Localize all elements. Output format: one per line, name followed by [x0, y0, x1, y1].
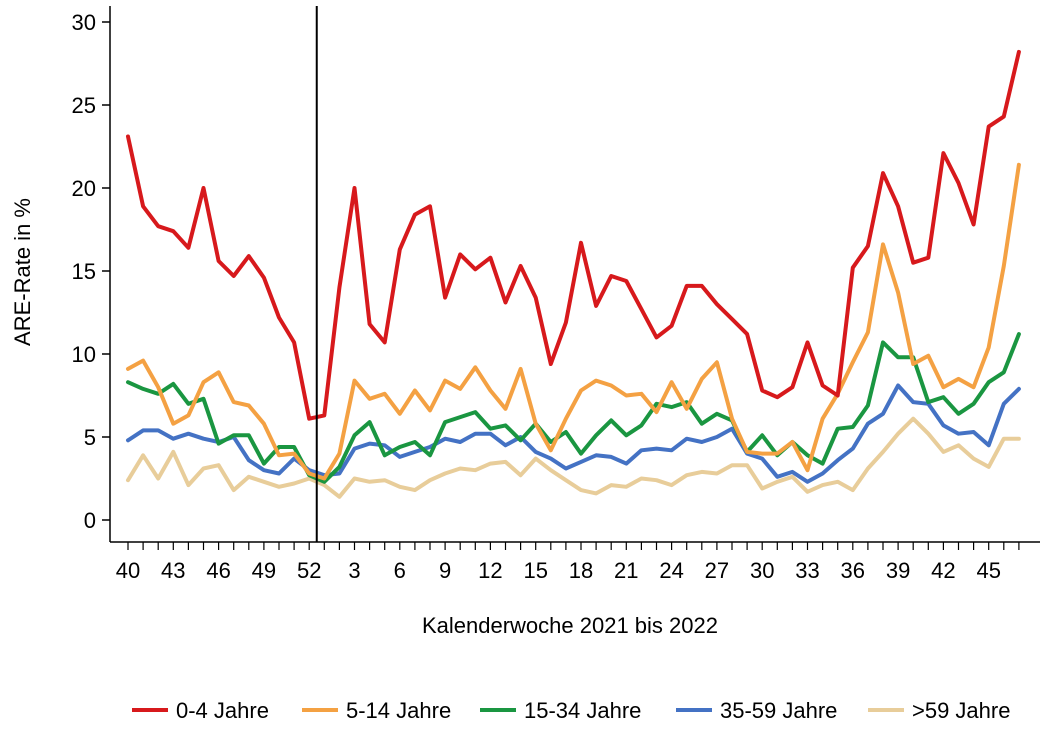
y-axis-title: ARE-Rate in % [10, 198, 35, 346]
x-tick-label: 42 [931, 558, 955, 583]
x-tick-label: 46 [206, 558, 230, 583]
x-tick-label: 39 [886, 558, 910, 583]
x-tick-label: 24 [659, 558, 683, 583]
series-line-1 [126, 49, 1021, 421]
series-line-5 [126, 416, 1021, 499]
series-layer [126, 49, 1021, 499]
y-tick-label: 5 [84, 425, 96, 450]
x-tick-label: 27 [705, 558, 729, 583]
x-axis-ticks: 40 43 46 49 52 3 6 9 12 15 18 21 24 27 30 33 36 39 42 45 [116, 542, 1020, 583]
x-tick-label: 52 [297, 558, 321, 583]
x-tick-label: 40 [116, 558, 140, 583]
legend-label: 0-4 Jahre [176, 698, 269, 723]
x-tick-label: 3 [348, 558, 360, 583]
x-tick-label: 15 [523, 558, 547, 583]
y-tick-label: 25 [72, 93, 96, 118]
legend-label: >59 Jahre [912, 698, 1010, 723]
legend-label: 35-59 Jahre [720, 698, 837, 723]
x-tick-label: 43 [161, 558, 185, 583]
x-tick-label: 21 [614, 558, 638, 583]
y-tick-label: 10 [72, 342, 96, 367]
x-tick-label: 12 [478, 558, 502, 583]
x-tick-label: 9 [439, 558, 451, 583]
y-tick-label: 0 [84, 508, 96, 533]
x-tick-label: 18 [569, 558, 593, 583]
series-line-4 [126, 383, 1021, 484]
y-axis-ticks: 0 5 10 15 20 25 30 [72, 10, 110, 533]
x-tick-label: 30 [750, 558, 774, 583]
legend: 0-4 Jahre 5-14 Jahre 15-34 Jahre 35-59 Jahr… [132, 698, 1010, 723]
legend-label: 5-14 Jahre [346, 698, 451, 723]
x-tick-label: 33 [795, 558, 819, 583]
x-tick-label: 36 [841, 558, 865, 583]
x-tick-label: 45 [976, 558, 1000, 583]
series-line-2 [126, 162, 1021, 481]
y-tick-label: 30 [72, 10, 96, 35]
legend-label: 15-34 Jahre [524, 698, 641, 723]
x-tick-label: 49 [252, 558, 276, 583]
x-tick-label: 6 [394, 558, 406, 583]
x-axis-title: Kalenderwoche 2021 bis 2022 [422, 613, 718, 638]
y-tick-label: 15 [72, 259, 96, 284]
y-tick-label: 20 [72, 176, 96, 201]
